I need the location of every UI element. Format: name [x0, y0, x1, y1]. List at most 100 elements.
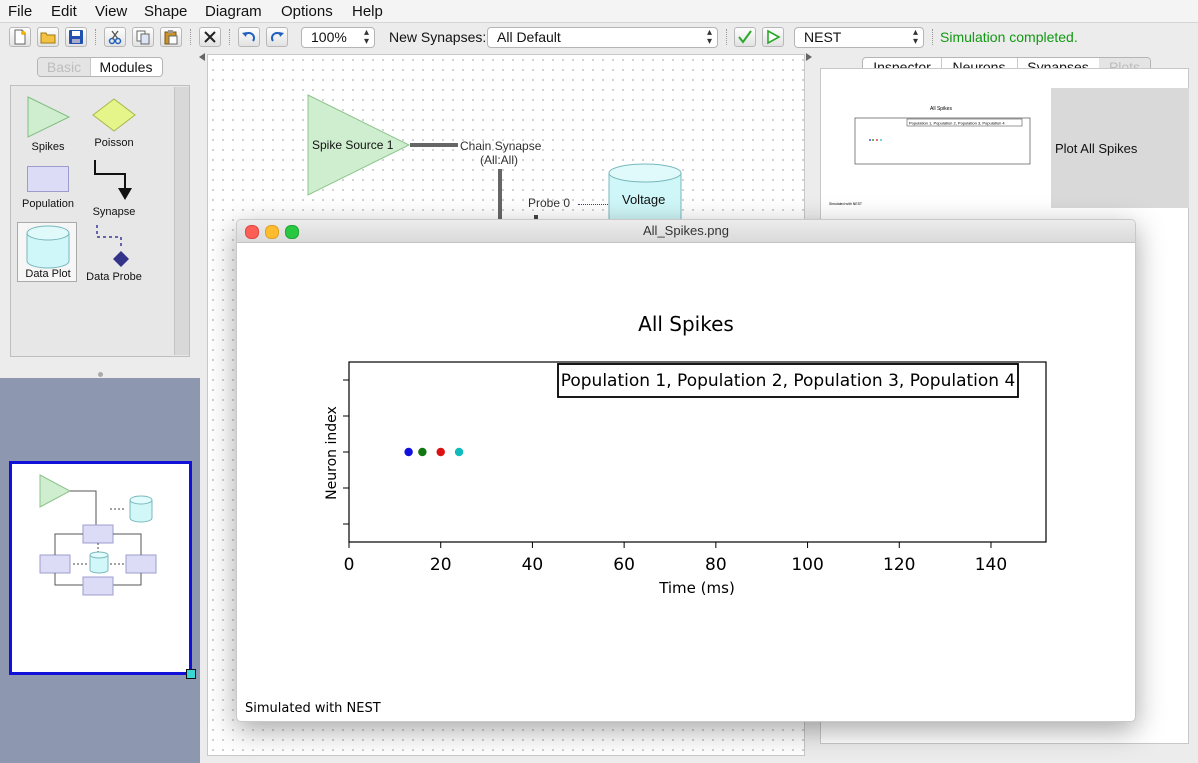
zoom-value: 100%	[311, 29, 347, 45]
new-file-button[interactable]	[9, 27, 31, 47]
undo-button[interactable]	[238, 27, 260, 47]
spike-point	[418, 447, 427, 457]
palette-poisson-label: Poisson	[94, 137, 134, 149]
menu-shape[interactable]: Shape	[144, 3, 188, 20]
paste-button[interactable]	[160, 27, 182, 47]
minimize-window-icon[interactable]	[265, 225, 279, 239]
toolbar-separator	[932, 29, 933, 45]
spike-points	[404, 447, 464, 457]
window-titlebar[interactable]: All_Spikes.png	[237, 220, 1135, 243]
updown-arrows-icon: ▴ ▾	[912, 27, 918, 47]
plot-thumbnail[interactable]: All Spikes Population 1, Population 2, P…	[825, 88, 1052, 208]
canvas-splitter[interactable]	[200, 54, 206, 756]
chart-legend: Population 1, Population 2, Population 3…	[561, 371, 1016, 391]
x-tick-label: 60	[613, 555, 635, 575]
data-probe-icon[interactable]	[93, 223, 133, 268]
x-tick-label: 40	[522, 555, 544, 575]
plot-list-item-label: Plot All Spikes	[1055, 141, 1138, 156]
open-button[interactable]	[37, 27, 59, 47]
chart-xlabel: Time (ms)	[658, 579, 735, 597]
split-handle[interactable]	[98, 372, 103, 377]
redo-button[interactable]	[266, 27, 288, 47]
new-synapses-label: New Synapses:	[389, 29, 487, 45]
thumb-legend: Population 1, Population 2, Population 3…	[909, 121, 1005, 126]
x-tick-label: 120	[883, 555, 915, 575]
overview-viewport[interactable]	[9, 461, 196, 679]
synapse-arrow-icon[interactable]	[91, 158, 137, 202]
save-button[interactable]	[65, 27, 87, 47]
redo-icon	[271, 32, 284, 42]
menu-edit[interactable]: Edit	[51, 3, 77, 20]
tab-modules[interactable]: Modules	[99, 59, 153, 75]
open-folder-icon	[40, 32, 56, 44]
zoom-select[interactable]: 100% ▴ ▾	[301, 27, 375, 48]
palette-population-label: Population	[22, 198, 74, 210]
check-button[interactable]	[734, 27, 756, 47]
collapse-right-icon[interactable]	[806, 53, 814, 61]
probe-edge[interactable]	[578, 204, 608, 205]
module-palette: Spikes Poisson Population Synapse Data P…	[10, 85, 190, 357]
chart-ylabel: Neuron index	[324, 406, 340, 500]
spikes-triangle-icon[interactable]	[27, 96, 71, 138]
copy-icon	[136, 30, 150, 45]
x-tick-label: 100	[791, 555, 823, 575]
population-rectangle-icon[interactable]	[27, 166, 69, 192]
x-tick-label: 80	[705, 555, 727, 575]
poisson-diamond-icon[interactable]	[92, 98, 136, 132]
paste-icon	[164, 30, 178, 45]
spikes-chart: All Spikes Population 1, Population 2, P…	[245, 312, 1047, 716]
palette-scrollbar[interactable]	[174, 87, 189, 355]
spike-source-label: Spike Source 1	[312, 138, 394, 152]
tab-basic[interactable]: Basic	[38, 58, 91, 76]
new-synapses-select[interactable]: All Default ▴ ▾	[487, 27, 718, 48]
menu-options[interactable]: Options	[281, 3, 333, 20]
data-plot-tile[interactable]: Data Plot	[17, 222, 77, 282]
x-tick-label: 0	[344, 555, 355, 575]
run-icon	[767, 29, 781, 45]
simulator-select[interactable]: NEST ▴ ▾	[794, 27, 924, 48]
left-tab-bar: Basic Modules	[37, 57, 163, 77]
menu-bar: File Edit View Shape Diagram Options Hel…	[0, 0, 1198, 23]
chart-title: All Spikes	[638, 312, 734, 336]
collapse-left-icon[interactable]	[199, 53, 207, 61]
voltage-data-plot-node[interactable]	[608, 163, 682, 223]
menu-help[interactable]: Help	[352, 3, 383, 20]
status-text: Simulation completed.	[940, 29, 1078, 45]
y-ticks	[343, 379, 349, 525]
chain-synapse-edge[interactable]	[410, 143, 458, 147]
spike-source-node[interactable]	[307, 94, 411, 196]
chain-synapse-sublabel: (All:All)	[480, 153, 518, 167]
run-button[interactable]	[762, 27, 784, 47]
copy-button[interactable]	[132, 27, 154, 47]
spike-point	[454, 447, 464, 457]
toolbar: 100% ▴ ▾ New Synapses: All Default ▴ ▾ NES…	[0, 23, 1198, 51]
updown-arrows-icon: ▴ ▾	[706, 27, 712, 47]
close-window-icon[interactable]	[245, 225, 259, 239]
spike-point	[436, 447, 445, 457]
updown-arrows-icon: ▴ ▾	[363, 27, 369, 47]
menu-view[interactable]: View	[95, 3, 128, 20]
zoom-window-icon[interactable]	[285, 225, 299, 239]
palette-synapse-label: Synapse	[92, 206, 136, 218]
menu-file[interactable]: File	[8, 3, 33, 20]
menu-diagram[interactable]: Diagram	[205, 3, 262, 20]
probe-label: Probe 0	[528, 196, 571, 210]
cut-icon	[108, 30, 122, 45]
probe-connector	[534, 215, 538, 219]
plot-list-item[interactable]: Plot All Spikes	[1051, 88, 1189, 208]
window-title: All_Spikes.png	[643, 223, 729, 238]
new-synapses-value: All Default	[497, 29, 561, 45]
palette-spikes-label: Spikes	[31, 141, 65, 153]
cut-button[interactable]	[104, 27, 126, 47]
simulator-value: NEST	[804, 29, 842, 45]
x-tick-label: 20	[430, 555, 452, 575]
chart-legend-box	[557, 363, 1019, 398]
check-icon	[738, 30, 752, 44]
thumb-title: All Spikes	[930, 106, 952, 112]
new-file-icon	[14, 29, 26, 45]
palette-data-plot-label: Data Plot	[25, 268, 71, 280]
overview-resize-handle[interactable]	[186, 669, 196, 679]
toolbar-separator	[95, 29, 96, 45]
delete-button[interactable]	[199, 27, 221, 47]
toolbar-separator	[726, 29, 727, 45]
